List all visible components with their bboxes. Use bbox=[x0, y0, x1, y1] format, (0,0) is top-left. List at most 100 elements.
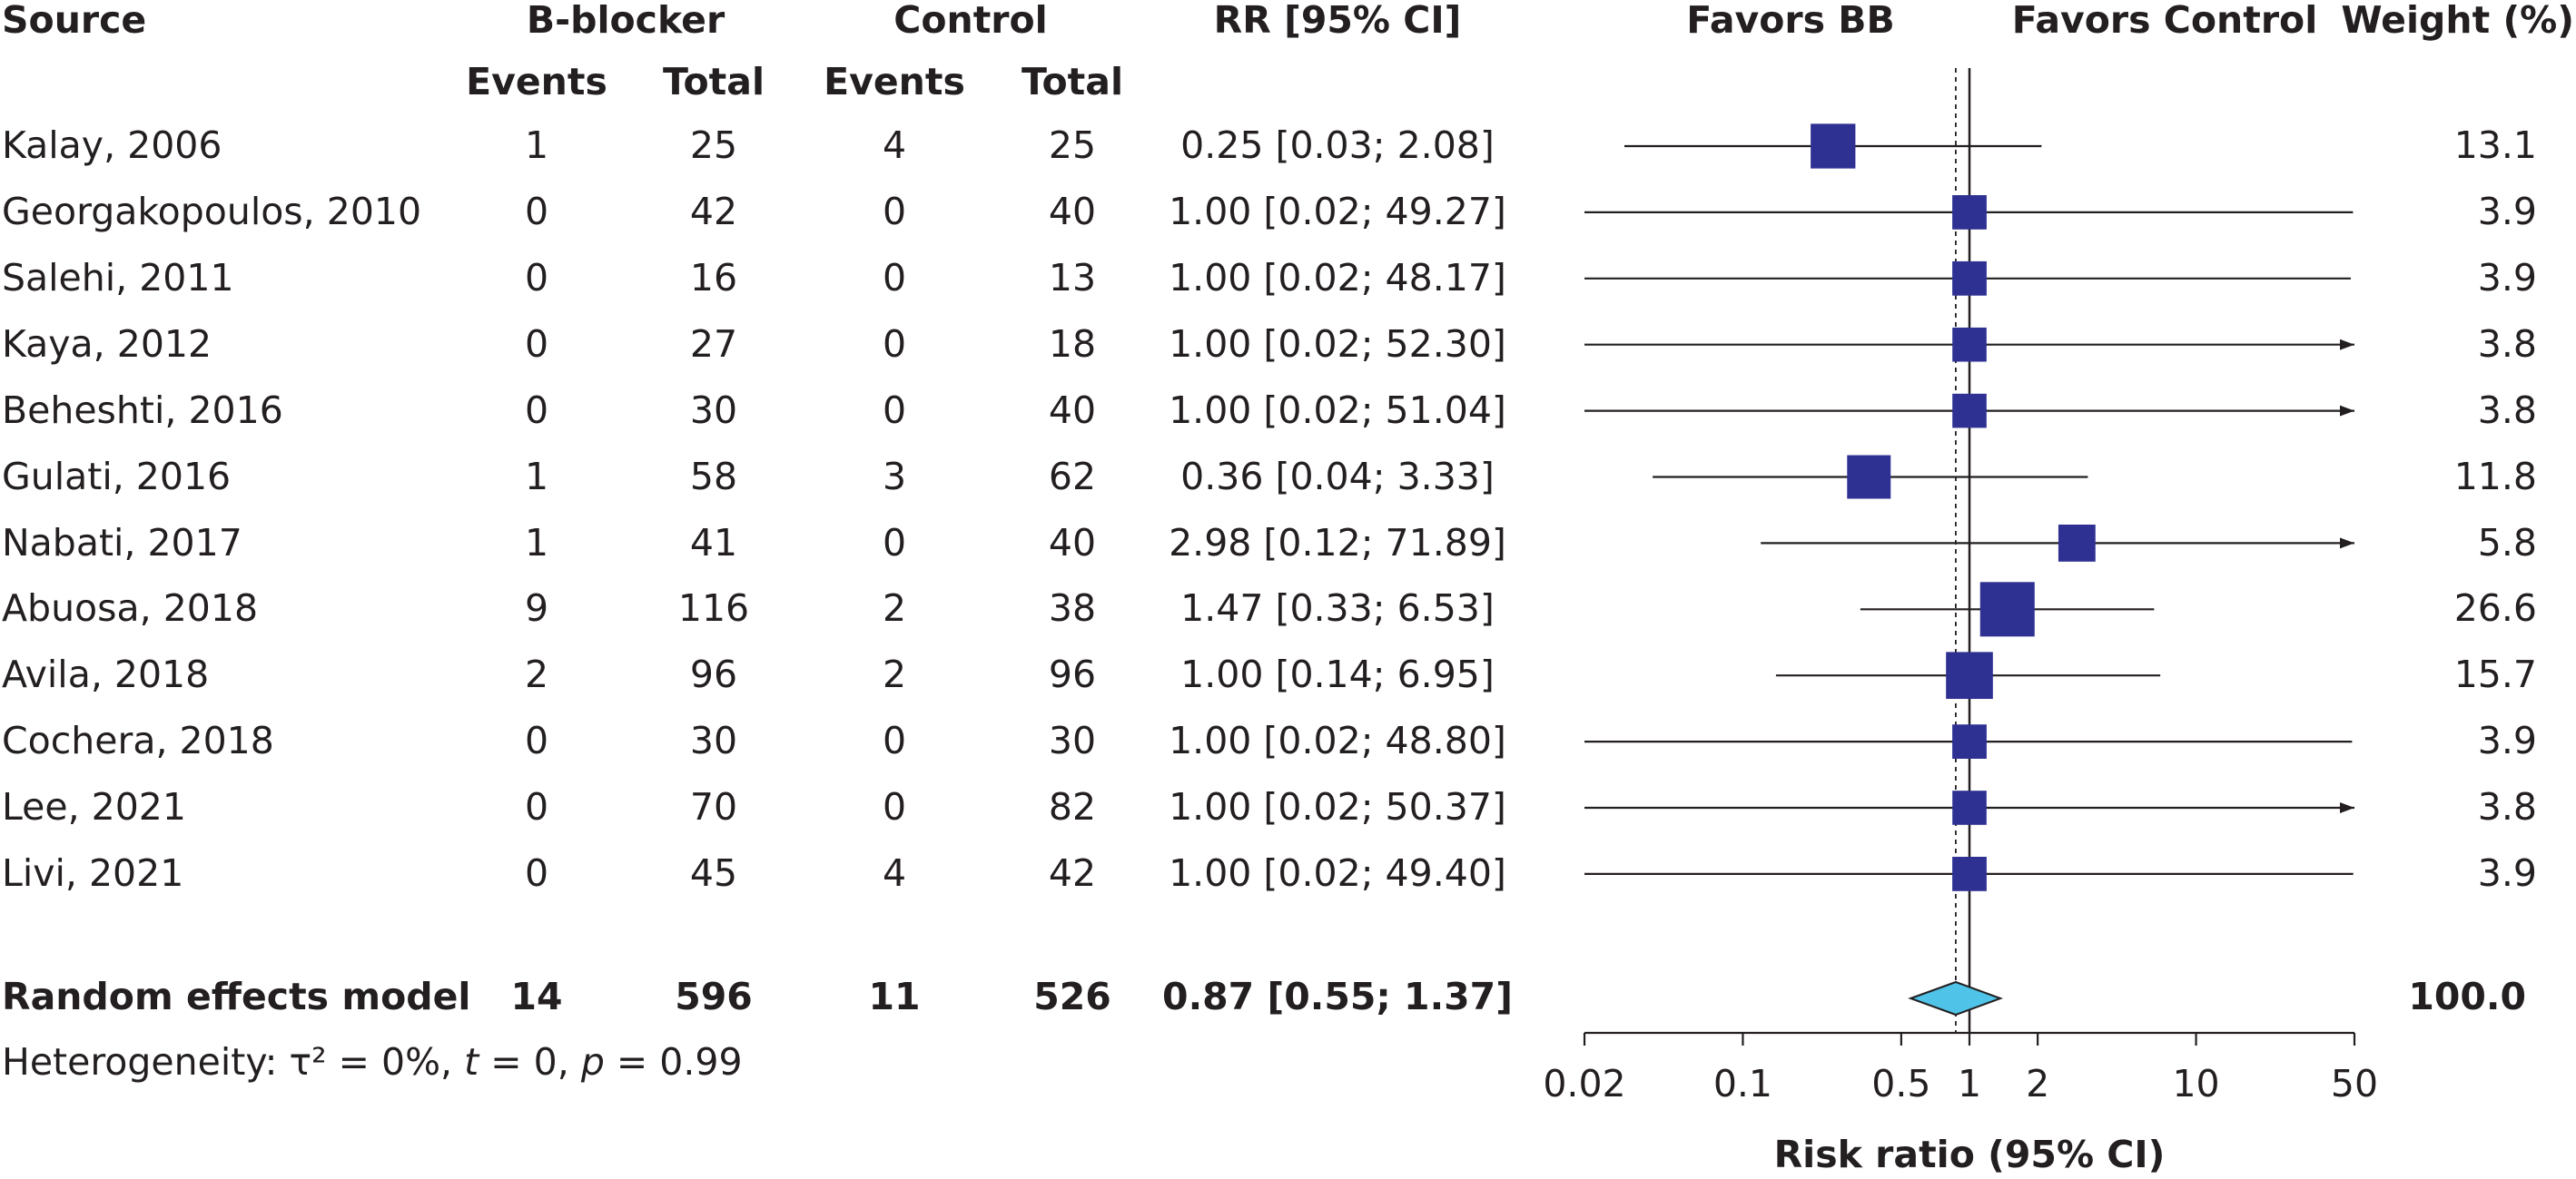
ctrl-total: 40 bbox=[1048, 388, 1097, 432]
study-box bbox=[1952, 195, 1987, 230]
header-bb-events: Events bbox=[466, 60, 607, 103]
weight-value: 3.8 bbox=[2477, 785, 2537, 829]
ctrl-events: 0 bbox=[882, 785, 907, 829]
t-symbol: t bbox=[464, 1040, 479, 1084]
rr-ci: 1.00 [0.02; 52.30] bbox=[1169, 322, 1506, 366]
study-source: Gulati, 2016 bbox=[2, 455, 232, 498]
study-box bbox=[1952, 857, 1987, 891]
study-box bbox=[1952, 791, 1987, 825]
header-bb-total: Total bbox=[662, 60, 765, 103]
bb-events: 1 bbox=[524, 455, 549, 498]
pooled-weight: 100.0 bbox=[2408, 975, 2526, 1018]
bb-total: 41 bbox=[689, 521, 738, 565]
study-source: Salehi, 2011 bbox=[2, 256, 234, 300]
bb-total: 116 bbox=[677, 586, 750, 630]
study-box bbox=[1979, 582, 2035, 637]
study-source: Avila, 2018 bbox=[2, 653, 210, 696]
x-tick-label: 0.02 bbox=[1543, 1062, 1625, 1105]
weight-value: 26.6 bbox=[2453, 586, 2537, 630]
x-axis-label: Risk ratio (95% CI) bbox=[1774, 1133, 2166, 1176]
pooled-ctrl-events: 11 bbox=[868, 975, 921, 1018]
ctrl-events: 4 bbox=[882, 851, 907, 895]
weight-value: 11.8 bbox=[2453, 455, 2537, 498]
t-value: = 0, bbox=[490, 1040, 569, 1084]
rr-ci: 1.47 [0.33; 6.53] bbox=[1180, 586, 1495, 630]
ctrl-events: 0 bbox=[882, 190, 907, 233]
weight-value: 13.1 bbox=[2453, 123, 2537, 167]
rr-ci: 1.00 [0.02; 49.27] bbox=[1169, 190, 1506, 233]
bb-total: 45 bbox=[689, 851, 738, 895]
bb-events: 1 bbox=[524, 123, 549, 167]
ctrl-events: 0 bbox=[882, 388, 907, 432]
ctrl-events: 0 bbox=[882, 256, 907, 300]
weight-value: 3.8 bbox=[2477, 388, 2537, 432]
rr-ci: 0.36 [0.04; 3.33] bbox=[1180, 455, 1495, 498]
header-weight: Weight (%) bbox=[2341, 0, 2574, 42]
p-value: = 0.99 bbox=[616, 1040, 743, 1084]
header-control: Control bbox=[893, 0, 1048, 42]
bb-events: 1 bbox=[524, 521, 549, 565]
bb-events: 2 bbox=[524, 653, 549, 696]
ctrl-total: 40 bbox=[1048, 521, 1097, 565]
bb-total: 25 bbox=[689, 123, 738, 167]
ctrl-events: 2 bbox=[882, 586, 907, 630]
rr-ci: 2.98 [0.12; 71.89] bbox=[1169, 521, 1506, 565]
bb-total: 70 bbox=[689, 785, 738, 829]
study-box bbox=[2058, 524, 2096, 562]
header-rr: RR [95% CI] bbox=[1213, 0, 1462, 42]
bb-events: 0 bbox=[524, 785, 549, 829]
study-box bbox=[1952, 724, 1987, 759]
x-tick-label: 50 bbox=[2331, 1062, 2378, 1105]
study-source: Lee, 2021 bbox=[2, 785, 186, 829]
ctrl-total: 62 bbox=[1048, 455, 1097, 498]
ctrl-events: 3 bbox=[882, 455, 907, 498]
x-tick-label: 0.1 bbox=[1713, 1062, 1772, 1105]
ctrl-events: 2 bbox=[882, 653, 907, 696]
study-box bbox=[1952, 260, 1987, 296]
header-bblocker: B-blocker bbox=[526, 0, 725, 42]
bb-total: 30 bbox=[689, 719, 738, 762]
study-box bbox=[1952, 327, 1987, 362]
header-source: Source bbox=[2, 0, 147, 42]
bb-events: 0 bbox=[524, 322, 549, 366]
header-favors-bb: Favors BB bbox=[1686, 0, 1895, 42]
ctrl-total: 40 bbox=[1048, 190, 1097, 233]
weight-value: 3.9 bbox=[2477, 851, 2537, 895]
study-source: Cochera, 2018 bbox=[2, 719, 274, 762]
bb-total: 58 bbox=[689, 455, 738, 498]
rr-ci: 0.25 [0.03; 2.08] bbox=[1180, 123, 1495, 167]
ctrl-total: 82 bbox=[1048, 785, 1097, 829]
bb-events: 0 bbox=[524, 256, 549, 300]
pooled-label: Random effects model bbox=[2, 975, 471, 1018]
heterogeneity-text: Heterogeneity: τ² = 0%, t = 0, p = 0.99 bbox=[2, 1044, 743, 1081]
x-tick-label: 0.5 bbox=[1871, 1062, 1930, 1105]
weight-value: 3.9 bbox=[2477, 256, 2537, 300]
bb-total: 27 bbox=[689, 322, 738, 366]
weight-value: 5.8 bbox=[2477, 521, 2537, 565]
rr-ci: 1.00 [0.14; 6.95] bbox=[1180, 653, 1495, 696]
pooled-bb-total: 596 bbox=[675, 975, 753, 1018]
ctrl-total: 30 bbox=[1048, 719, 1097, 762]
bb-events: 9 bbox=[524, 586, 549, 630]
rr-ci: 1.00 [0.02; 50.37] bbox=[1169, 785, 1506, 829]
ctrl-total: 96 bbox=[1048, 653, 1097, 696]
study-source: Livi, 2021 bbox=[2, 851, 184, 895]
header-favors-control: Favors Control bbox=[2011, 0, 2318, 42]
x-tick-label: 10 bbox=[2172, 1062, 2219, 1105]
weight-value: 15.7 bbox=[2453, 653, 2537, 696]
heterogeneity-prefix: Heterogeneity: τ² = 0%, bbox=[2, 1040, 453, 1084]
ctrl-total: 18 bbox=[1048, 322, 1097, 366]
ctrl-total: 25 bbox=[1048, 123, 1097, 167]
weight-value: 3.9 bbox=[2477, 719, 2537, 762]
bb-events: 0 bbox=[524, 190, 549, 233]
study-box bbox=[1946, 652, 1993, 700]
rr-ci: 1.00 [0.02; 51.04] bbox=[1169, 388, 1506, 432]
header-ctrl-events: Events bbox=[824, 60, 965, 103]
bb-events: 0 bbox=[524, 719, 549, 762]
pooled-bb-events: 14 bbox=[510, 975, 563, 1018]
weight-value: 3.8 bbox=[2477, 322, 2537, 366]
x-tick-label: 2 bbox=[2026, 1062, 2049, 1105]
bb-total: 16 bbox=[689, 256, 738, 300]
rr-ci: 1.00 [0.02; 48.80] bbox=[1169, 719, 1506, 762]
rr-ci: 1.00 [0.02; 48.17] bbox=[1169, 256, 1506, 300]
